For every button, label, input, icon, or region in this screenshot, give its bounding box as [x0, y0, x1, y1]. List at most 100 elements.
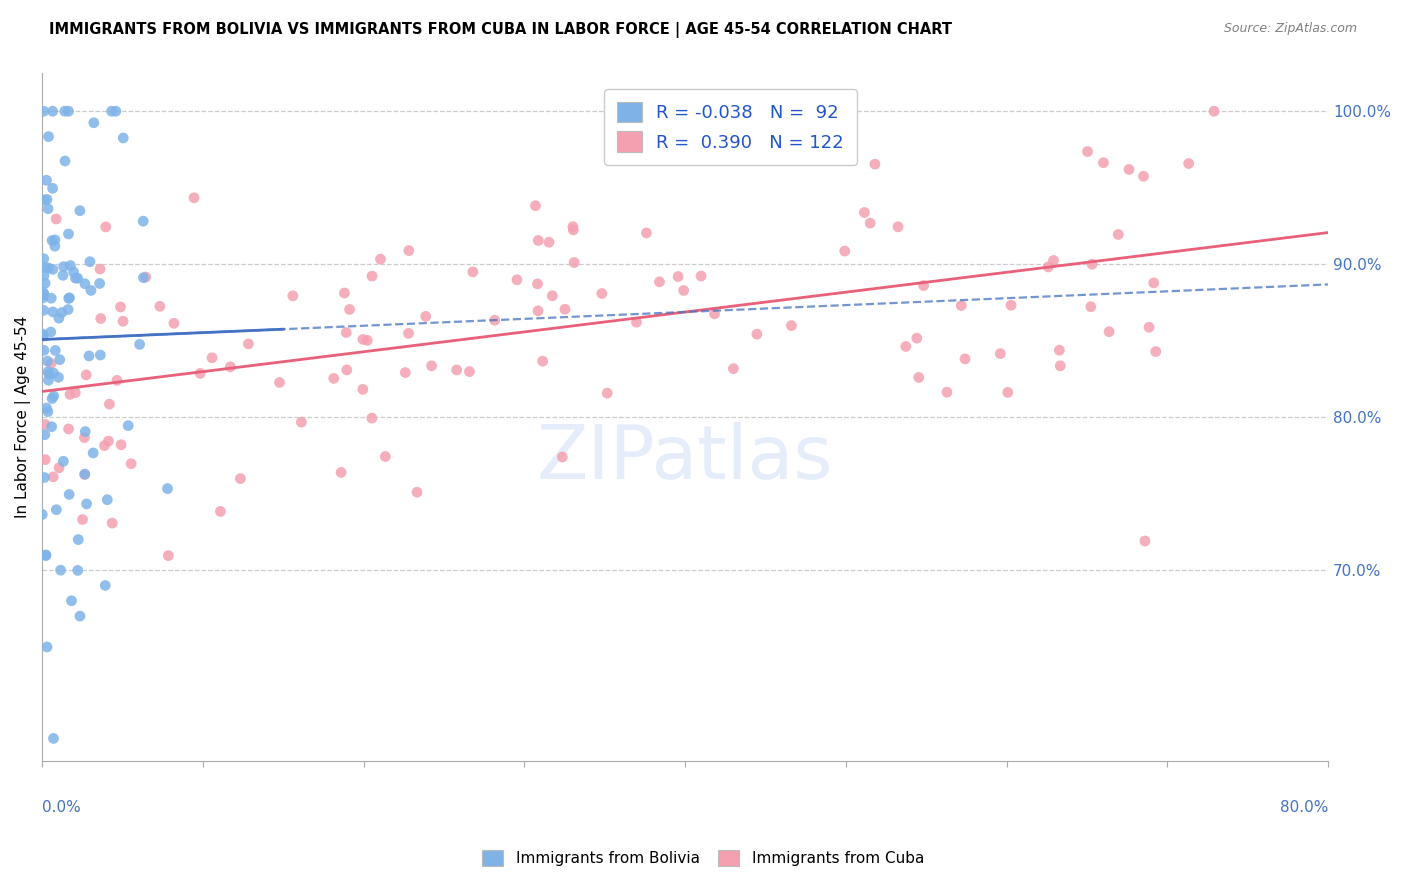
Point: [554, 302, 576, 317]
Point: [157, 549, 180, 563]
Point: [1107, 227, 1129, 242]
Point: [96, 492, 118, 507]
Point: [32, 252, 55, 266]
Point: [690, 268, 713, 283]
Point: [76, 497, 98, 511]
Point: [335, 326, 357, 340]
Point: [90, 311, 112, 326]
Point: [229, 472, 252, 486]
Point: [34, 277, 56, 291]
Point: [156, 482, 179, 496]
Point: [446, 363, 468, 377]
Point: [89, 348, 111, 362]
Point: [35, 549, 58, 563]
Point: [69, 609, 91, 624]
Point: [51, 305, 73, 319]
Point: [42, 366, 65, 380]
Point: [73, 277, 96, 291]
Point: [60, 594, 83, 608]
Point: [1132, 169, 1154, 184]
Point: [45, 211, 67, 226]
Point: [32, 343, 55, 358]
Point: [745, 327, 768, 342]
Point: [894, 339, 917, 353]
Point: [42, 470, 65, 484]
Point: [374, 450, 396, 464]
Point: [1133, 533, 1156, 548]
Point: [34, 427, 56, 442]
Point: [37, 373, 59, 387]
Point: [1042, 253, 1064, 268]
Point: [35, 401, 58, 415]
Point: [41, 234, 63, 248]
Point: [626, 315, 648, 329]
Point: [35, 173, 58, 187]
Point: [281, 289, 304, 303]
Point: [97, 434, 120, 448]
Point: [37, 365, 59, 379]
Point: [863, 157, 886, 171]
Point: [58, 291, 80, 305]
Point: [39, 357, 62, 371]
Point: [183, 191, 205, 205]
Point: [163, 316, 186, 330]
Point: [561, 219, 583, 234]
Point: [1144, 344, 1167, 359]
Point: [59, 259, 82, 273]
Point: [336, 363, 359, 377]
Point: [406, 485, 429, 500]
Point: [1143, 276, 1166, 290]
Point: [38, 261, 60, 276]
Point: [506, 273, 529, 287]
Point: [648, 275, 671, 289]
Point: [48, 311, 70, 326]
Point: [39, 291, 62, 305]
Point: [41, 392, 63, 406]
Point: [458, 365, 481, 379]
Point: [53, 104, 76, 119]
Point: [32, 285, 55, 300]
Point: [1038, 260, 1060, 274]
Point: [94, 219, 117, 234]
Point: [672, 284, 695, 298]
Point: [75, 368, 97, 382]
Point: [89, 262, 111, 277]
Point: [420, 359, 443, 373]
Point: [58, 292, 80, 306]
Point: [370, 252, 392, 267]
Point: [997, 385, 1019, 400]
Point: [1137, 320, 1160, 334]
Point: [907, 370, 929, 384]
Point: [37, 202, 59, 216]
Point: [526, 277, 548, 291]
Point: [45, 502, 67, 516]
Point: [988, 346, 1011, 360]
Point: [110, 300, 132, 314]
Point: [89, 277, 111, 291]
Point: [333, 285, 356, 300]
Point: [703, 307, 725, 321]
Point: [1118, 162, 1140, 177]
Point: [1098, 325, 1121, 339]
Point: [188, 367, 211, 381]
Point: [32, 291, 55, 305]
Point: [238, 337, 260, 351]
Point: [98, 397, 121, 411]
Point: [42, 305, 65, 319]
Point: [950, 299, 973, 313]
Point: [58, 104, 80, 119]
Point: [853, 205, 876, 219]
Point: [42, 731, 65, 746]
Point: [69, 203, 91, 218]
Point: [132, 270, 155, 285]
Point: [32, 104, 55, 119]
Point: [330, 466, 353, 480]
Point: [117, 418, 139, 433]
Point: [80, 284, 103, 298]
Point: [37, 404, 59, 418]
Point: [38, 129, 60, 144]
Point: [110, 438, 132, 452]
Point: [53, 154, 76, 169]
Point: [562, 223, 585, 237]
Point: [42, 262, 65, 277]
